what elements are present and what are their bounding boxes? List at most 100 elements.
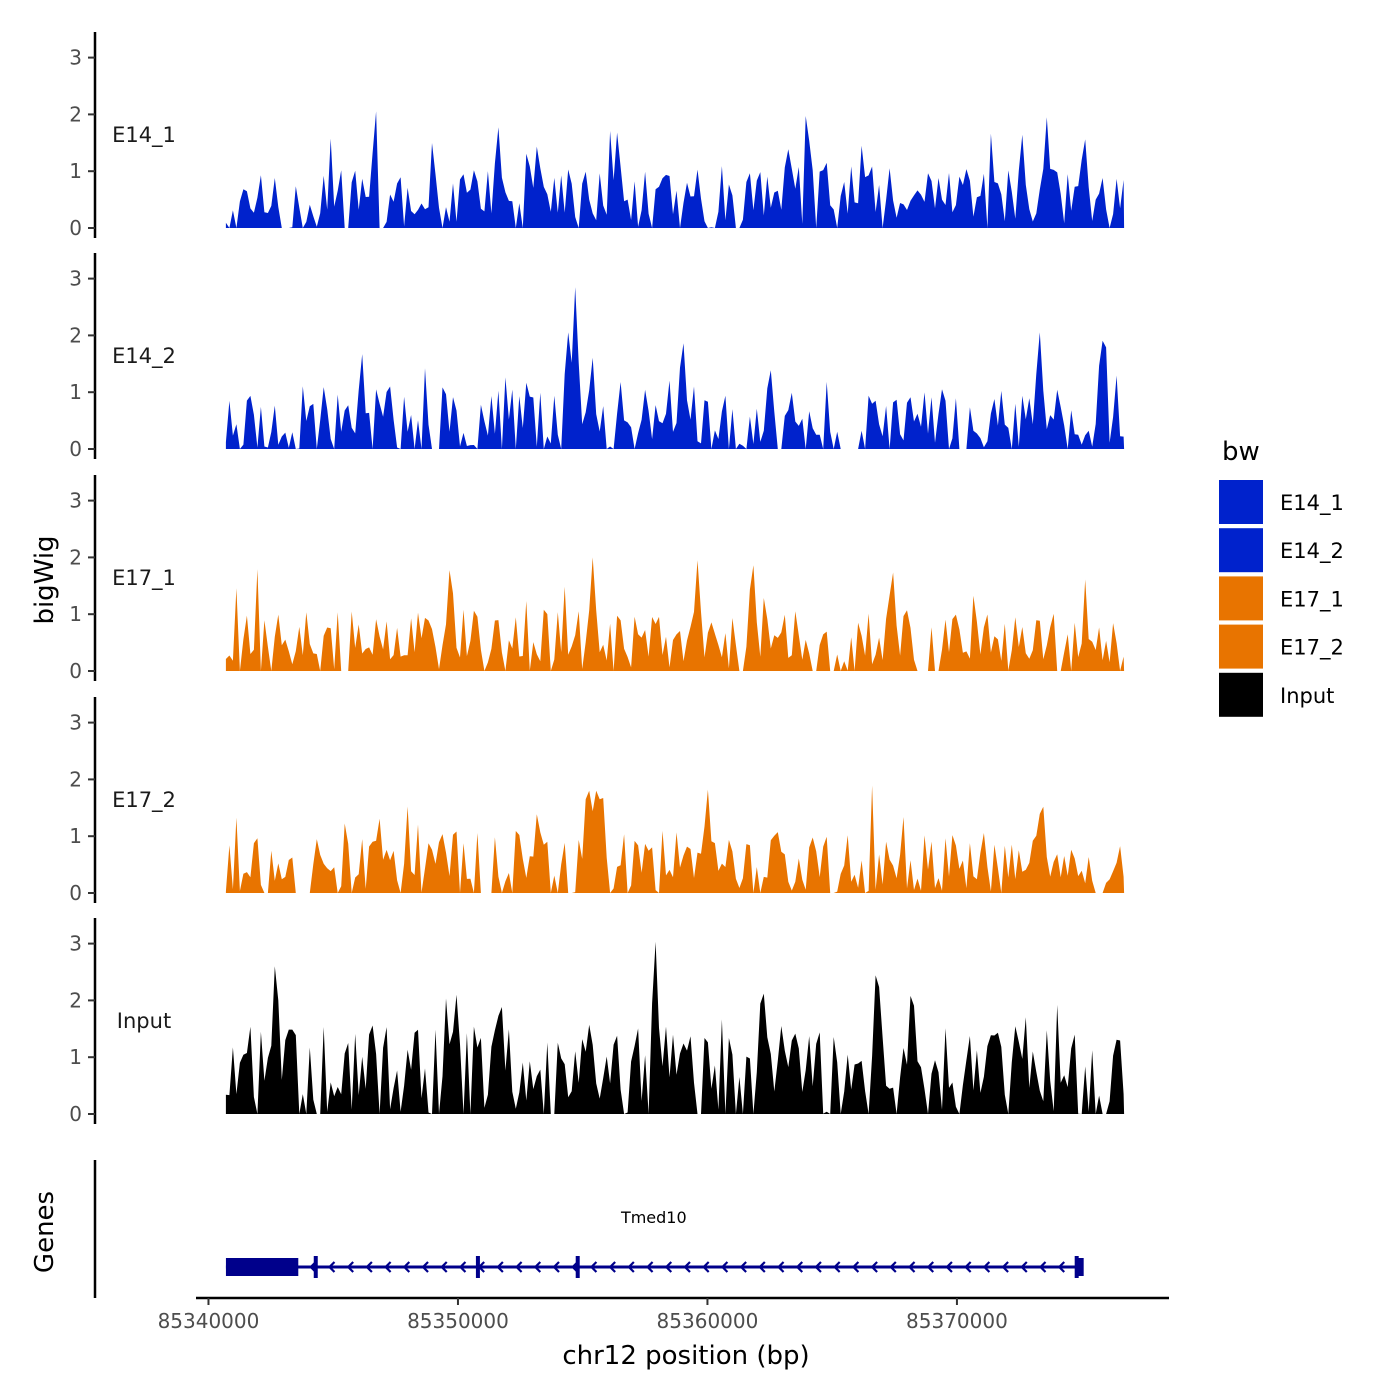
y-tick-label: 1 (69, 159, 82, 183)
strand-arrow (982, 1261, 991, 1273)
legend: bw E14_1 E14_2 E17_1 E17_2 Input (1219, 437, 1344, 717)
strand-arrow (702, 1261, 710, 1273)
y-tick-label: 2 (69, 102, 82, 126)
y-tick-label: 0 (69, 659, 82, 683)
x-tick-label: 85370000 (906, 1309, 1008, 1333)
strand-arrow (1001, 1261, 1009, 1273)
legend-swatch-Input (1219, 672, 1263, 717)
track-E17_1: 0 1 2 3 E17_1 (69, 475, 1125, 683)
track-Input: 0 1 2 3 Input (69, 918, 1125, 1126)
strand-arrow (907, 1261, 916, 1273)
strand-arrow (515, 1261, 523, 1273)
legend-title: bw (1222, 437, 1260, 467)
signal-area-E17_2 (225, 785, 1125, 893)
strand-arrow (627, 1261, 635, 1273)
y-tick-label: 1 (69, 1045, 82, 1069)
strand-arrow (758, 1261, 766, 1273)
strand-arrow (814, 1261, 822, 1273)
legend-swatch-E14_2 (1219, 528, 1263, 573)
strand-arrow (571, 1261, 579, 1273)
gene-exon-mark (575, 1256, 580, 1278)
y-tick-label: 0 (69, 1102, 82, 1126)
signal-area-E14_2 (225, 287, 1125, 449)
strand-arrow (833, 1261, 841, 1273)
track-label: E17_2 (112, 788, 176, 813)
x-tick-label: 85360000 (657, 1309, 759, 1333)
y-axis-title: bigWig (30, 535, 60, 624)
x-axis: 85340000 85350000 85360000 85370000 (158, 1296, 1169, 1333)
strand-arrow (739, 1261, 747, 1273)
y-tick-label: 1 (69, 824, 82, 848)
strand-arrow (945, 1261, 953, 1273)
strand-arrow (384, 1261, 392, 1273)
strand-arrow (889, 1261, 897, 1273)
strand-arrow (402, 1261, 411, 1273)
track-E17_2: 0 1 2 3 E17_2 (69, 697, 1125, 905)
signal-area-Input (225, 941, 1125, 1114)
strand-arrow (477, 1261, 485, 1273)
gene-coding-block (225, 1258, 299, 1276)
y-tick-label: 2 (69, 767, 82, 791)
strand-arrow (327, 1261, 336, 1273)
x-tick-label: 85340000 (158, 1309, 260, 1333)
strand-arrow (646, 1261, 654, 1273)
strand-arrow (683, 1261, 691, 1273)
legend-swatch-E14_1 (1219, 480, 1263, 524)
strand-arrow (458, 1261, 467, 1273)
genes-track-title: Genes (30, 1191, 60, 1273)
strand-arrow (608, 1261, 616, 1273)
strand-arrow (589, 1261, 598, 1273)
y-tick-label: 0 (69, 437, 82, 461)
signal-area-E17_1 (225, 557, 1125, 671)
strand-arrow (1020, 1261, 1028, 1273)
y-tick-label: 2 (69, 988, 82, 1012)
legend-swatch-E17_2 (1219, 624, 1263, 669)
strand-arrow (533, 1261, 542, 1273)
y-tick-label: 3 (69, 711, 82, 735)
y-tick-label: 0 (69, 216, 82, 240)
strand-arrow (851, 1261, 860, 1273)
strand-arrow (664, 1261, 673, 1273)
strand-arrow (346, 1261, 354, 1273)
y-tick-label: 3 (69, 932, 82, 956)
legend-label-Input: Input (1280, 684, 1334, 708)
strand-arrow (365, 1261, 373, 1273)
track-E14_1: 0 1 2 3 E14_1 (69, 32, 1125, 240)
y-tick-label: 3 (69, 46, 82, 70)
track-label: E14_2 (112, 344, 176, 369)
strand-arrow (1038, 1261, 1047, 1273)
y-tick-label: 1 (69, 602, 82, 626)
legend-swatch-E17_1 (1219, 576, 1263, 621)
signal-tracks: 0 1 2 3 E14_1 0 1 2 3 E14_2 0 1 2 3 E17_1 0 1 2 3 E17_2 0 1 2 3… (69, 32, 1125, 1126)
track-E14_2: 0 1 2 3 E14_2 (69, 253, 1125, 461)
strand-arrow (421, 1261, 429, 1273)
gene-name-label: Tmed10 (620, 1208, 687, 1227)
strand-arrow (870, 1261, 878, 1273)
track-label: Input (117, 1009, 171, 1033)
y-tick-label: 0 (69, 881, 82, 905)
strand-arrow (496, 1261, 504, 1273)
strand-arrow (440, 1261, 448, 1273)
strand-arrow (720, 1261, 729, 1273)
gene-exon-mark (313, 1256, 318, 1278)
y-tick-label: 1 (69, 380, 82, 404)
track-label: E14_1 (112, 123, 176, 148)
legend-label-E14_2: E14_2 (1280, 539, 1344, 564)
strand-arrow (964, 1261, 972, 1273)
strand-arrow (776, 1261, 785, 1273)
y-tick-label: 2 (69, 323, 82, 347)
strand-arrow (1057, 1261, 1066, 1273)
legend-label-E14_1: E14_1 (1280, 491, 1344, 516)
gene-track-panel: Tmed10 (93, 1160, 1084, 1298)
x-tick-label: 85350000 (407, 1309, 509, 1333)
legend-label-E17_1: E17_1 (1280, 587, 1344, 612)
strand-arrow (795, 1261, 804, 1273)
x-axis-title: chr12 position (bp) (562, 1341, 809, 1371)
track-label: E17_1 (112, 566, 176, 591)
legend-label-E17_2: E17_2 (1280, 636, 1344, 661)
strand-arrow (552, 1261, 560, 1273)
y-tick-label: 3 (69, 267, 82, 291)
strand-arrow (309, 1261, 317, 1273)
y-tick-label: 3 (69, 489, 82, 513)
